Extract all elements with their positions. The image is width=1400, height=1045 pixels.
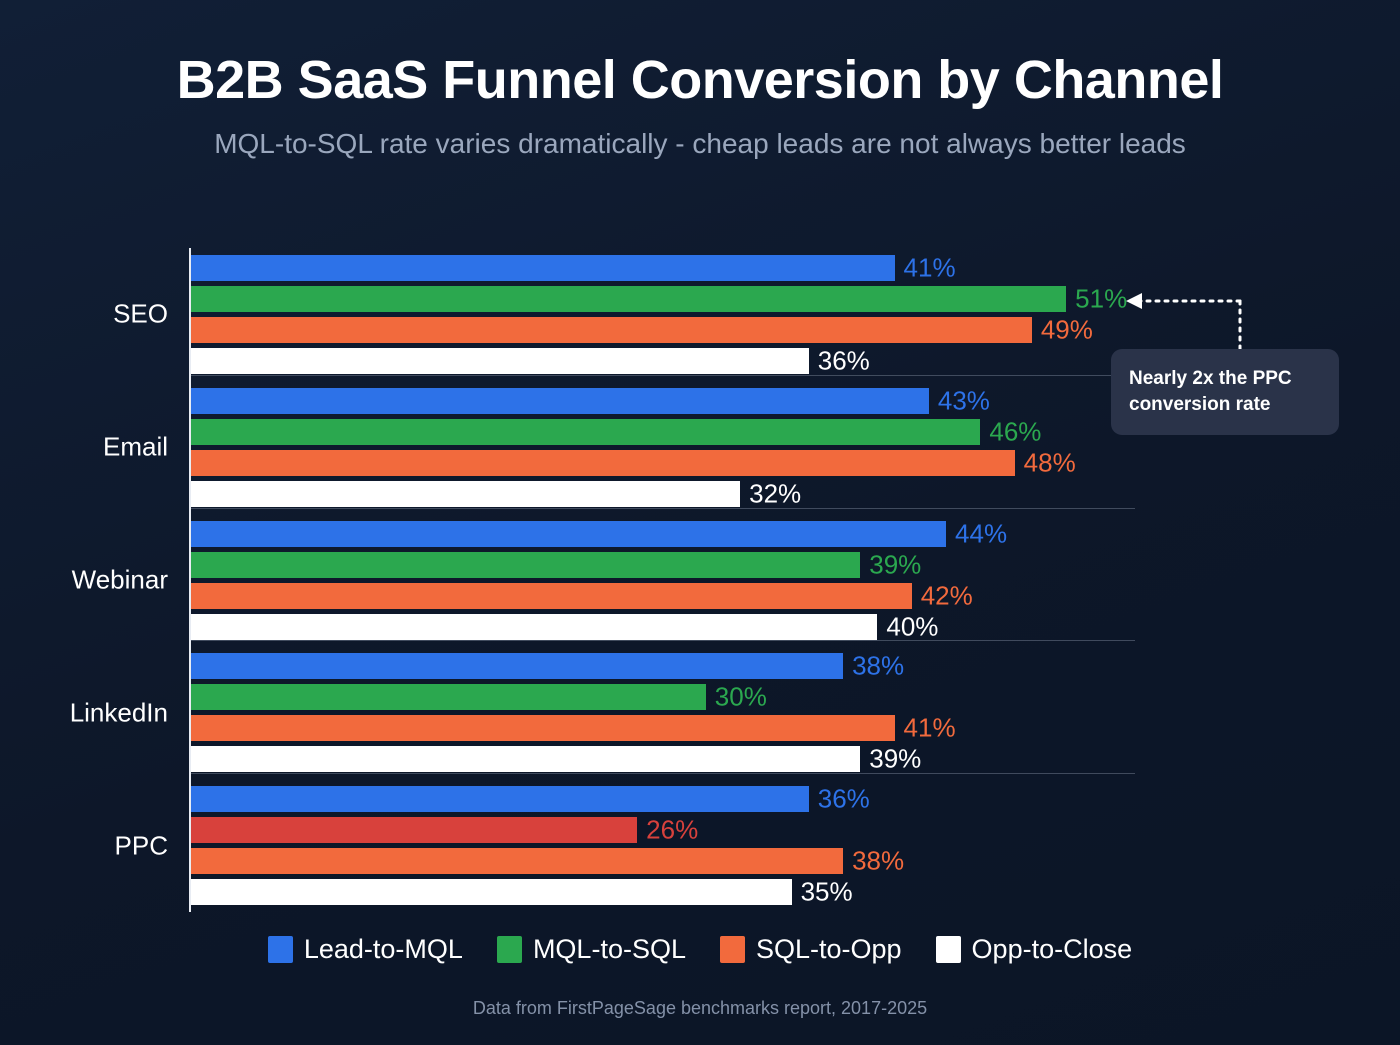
bar-row: 39%	[191, 743, 1135, 774]
legend-item-lead-to-mql[interactable]: Lead-to-MQL	[267, 934, 463, 965]
bar-ppc-lead-to-mql[interactable]	[191, 786, 809, 813]
bar-row: 41%	[191, 252, 1135, 283]
category-label-ppc: PPC	[114, 830, 168, 861]
bar-row: 46%	[191, 416, 1135, 447]
bar-email-sql-to-opp[interactable]	[191, 449, 1015, 476]
bar-row: 36%	[191, 783, 1135, 814]
bar-row: 30%	[191, 681, 1135, 712]
category-label-seo: SEO	[113, 298, 168, 329]
bar-email-mql-to-sql[interactable]	[191, 418, 981, 445]
bar-value-label: 36%	[817, 345, 870, 376]
bar-ppc-opp-to-close[interactable]	[191, 879, 792, 906]
bar-row: 38%	[191, 650, 1135, 681]
bar-row: 48%	[191, 447, 1135, 478]
bar-linkedin-mql-to-sql[interactable]	[191, 684, 706, 711]
bar-value-label: 38%	[852, 845, 905, 876]
group-separator	[191, 773, 1135, 775]
bar-value-label: 38%	[852, 650, 905, 681]
bar-row: 35%	[191, 876, 1135, 907]
legend-swatch-icon	[935, 936, 961, 963]
chart-header: B2B SaaS Funnel Conversion by Channel MQ…	[0, 52, 1400, 159]
legend-label: Opp-to-Close	[971, 934, 1133, 964]
legend-label: SQL-to-Opp	[755, 934, 902, 964]
bar-row: 51%	[191, 283, 1135, 314]
bar-row: 49%	[191, 314, 1135, 345]
chart-subtitle: MQL-to-SQL rate varies dramatically - ch…	[214, 127, 1186, 159]
bar-value-label: 49%	[1040, 314, 1093, 345]
legend-item-opp-to-close[interactable]: Opp-to-Close	[935, 934, 1133, 965]
bar-seo-sql-to-opp[interactable]	[191, 316, 1032, 343]
bar-row: 43%	[191, 385, 1135, 416]
bar-row: 42%	[191, 580, 1135, 610]
bar-linkedin-opp-to-close[interactable]	[191, 746, 861, 773]
bar-group-linkedin: 38% 30% 41% 39%	[191, 650, 1135, 777]
category-label-webinar: Webinar	[71, 564, 168, 595]
category-label-email: Email	[102, 431, 168, 462]
bar-value-label: 48%	[1023, 447, 1076, 478]
legend-swatch-icon	[496, 936, 522, 963]
group-separator	[191, 640, 1135, 642]
bar-row: 32%	[191, 478, 1135, 509]
bar-value-label: 35%	[800, 876, 853, 907]
bar-row: 26%	[191, 814, 1135, 845]
bar-group-seo: 41% 51% 49% 36%	[191, 252, 1135, 379]
chart-title: B2B SaaS Funnel Conversion by Channel	[176, 50, 1224, 110]
legend-swatch-icon	[719, 936, 745, 963]
bar-linkedin-sql-to-opp[interactable]	[191, 715, 895, 742]
bar-value-label: 41%	[903, 712, 956, 743]
bar-row: 38%	[191, 845, 1135, 876]
legend-label: MQL-to-SQL	[532, 934, 686, 964]
bar-value-label: 44%	[955, 518, 1008, 548]
legend-item-mql-to-sql[interactable]: MQL-to-SQL	[496, 934, 686, 965]
bar-seo-opp-to-close[interactable]	[191, 347, 809, 374]
bar-value-label: 43%	[937, 385, 990, 416]
bar-webinar-sql-to-opp[interactable]	[191, 582, 912, 609]
chart-legend: Lead-to-MQL MQL-to-SQL SQL-to-Opp Opp-to-Cl…	[0, 934, 1400, 965]
group-separator	[191, 507, 1135, 509]
bar-value-label: 42%	[920, 580, 973, 610]
group-separator	[191, 374, 1135, 376]
legend-swatch-icon	[267, 936, 293, 963]
bar-group-email: 43% 46% 48% 32%	[191, 385, 1135, 512]
bar-row: 41%	[191, 712, 1135, 743]
bar-linkedin-lead-to-mql[interactable]	[191, 653, 844, 680]
bar-value-label: 32%	[749, 478, 802, 509]
bar-value-label: 46%	[989, 416, 1042, 447]
bar-row: 44%	[191, 518, 1135, 548]
bar-group-webinar: 44% 39% 42% 40%	[191, 518, 1135, 645]
bar-ppc-mql-to-sql[interactable]	[191, 817, 638, 844]
chart-source-note: Data from FirstPageSage benchmarks repor…	[472, 998, 928, 1018]
bar-email-lead-to-mql[interactable]	[191, 387, 929, 414]
bar-value-label: 36%	[817, 783, 870, 814]
legend-item-sql-to-opp[interactable]: SQL-to-Opp	[719, 934, 902, 965]
bar-value-label: 51%	[1075, 283, 1128, 314]
bar-value-label: 41%	[903, 252, 956, 283]
bar-webinar-opp-to-close[interactable]	[191, 613, 878, 640]
bar-value-label: 39%	[869, 743, 922, 774]
bar-webinar-mql-to-sql[interactable]	[191, 551, 861, 578]
bar-value-label: 39%	[869, 549, 922, 579]
bar-value-label: 30%	[714, 681, 767, 712]
bar-row: 39%	[191, 549, 1135, 579]
bar-email-opp-to-close[interactable]	[191, 480, 741, 507]
bar-seo-lead-to-mql[interactable]	[191, 254, 895, 281]
plot-area: 41% 51% 49% 36% 43% 46% 48% 32% 44% 39% 42% 40% 38% 3…	[189, 248, 1135, 912]
bar-value-label: 40%	[886, 611, 939, 641]
bar-row: 36%	[191, 345, 1135, 376]
bar-row: 40%	[191, 611, 1135, 641]
annotation-callout: Nearly 2x the PPC conversion rate	[1111, 349, 1339, 436]
legend-label: Lead-to-MQL	[303, 934, 463, 964]
bar-seo-mql-to-sql[interactable]	[191, 285, 1067, 312]
bar-value-label: 26%	[646, 814, 699, 845]
category-label-linkedin: LinkedIn	[69, 697, 168, 728]
bar-ppc-sql-to-opp[interactable]	[191, 848, 844, 875]
bar-group-ppc: 36% 26% 38% 35%	[191, 783, 1135, 910]
y-axis-spine	[189, 248, 191, 912]
bar-webinar-lead-to-mql[interactable]	[191, 520, 947, 547]
